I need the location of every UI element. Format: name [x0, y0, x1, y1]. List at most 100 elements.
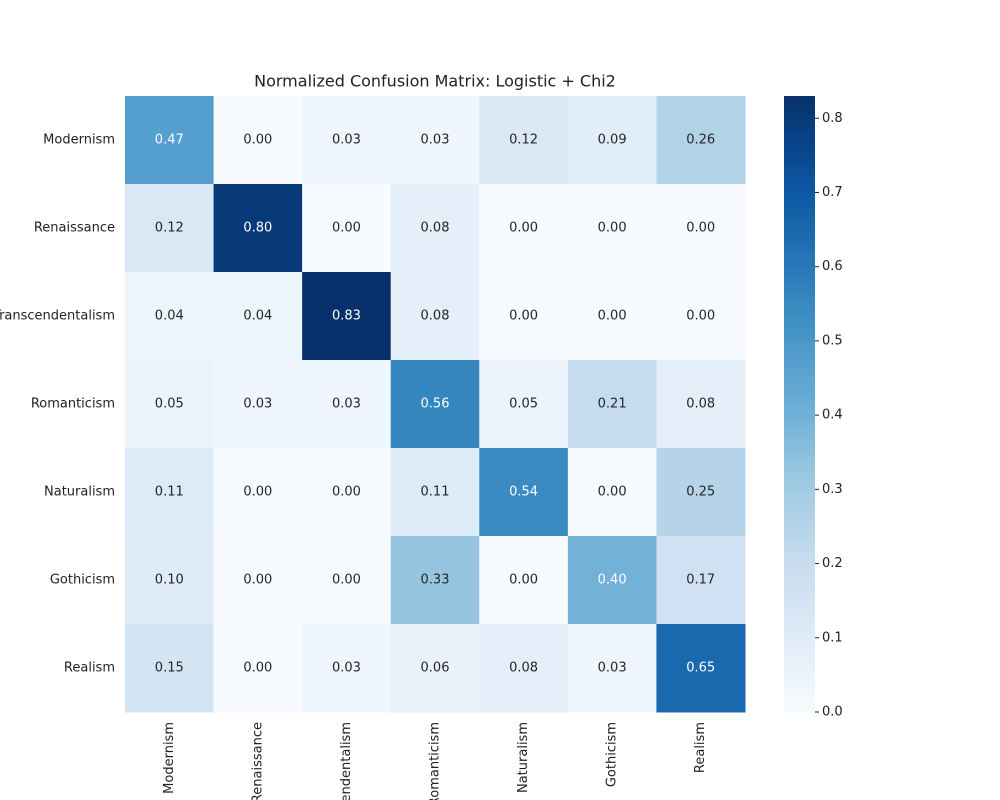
cell-label: 0.06 — [421, 661, 450, 676]
cell — [479, 184, 569, 273]
cell — [479, 624, 569, 713]
cell-label: 0.11 — [421, 485, 450, 500]
cell — [479, 96, 569, 185]
cell-label: 0.08 — [421, 309, 450, 324]
cell — [656, 360, 746, 449]
cell — [213, 360, 303, 449]
cell-label: 0.00 — [332, 573, 361, 588]
cell — [125, 360, 215, 449]
cell — [656, 536, 746, 625]
cell — [302, 184, 392, 273]
cell — [479, 448, 569, 537]
colorbar-tick-label: 0.7 — [822, 185, 843, 200]
colorbar-tick-label: 0.2 — [822, 556, 843, 571]
cell-label: 0.21 — [598, 397, 627, 412]
cell — [567, 624, 657, 713]
cell-label: 0.04 — [243, 309, 272, 324]
cell-label: 0.09 — [598, 133, 627, 148]
cell — [125, 96, 215, 185]
cell — [567, 272, 657, 361]
x-tick-label: Naturalism — [516, 722, 531, 793]
cell — [302, 624, 392, 713]
cell-label: 0.40 — [598, 573, 627, 588]
chart-title: Normalized Confusion Matrix: Logistic + … — [254, 72, 616, 91]
cell — [125, 448, 215, 537]
cell — [390, 536, 480, 625]
cell-label: 0.12 — [509, 133, 538, 148]
colorbar-tick-label: 0.4 — [822, 408, 843, 423]
cell — [390, 272, 480, 361]
cell — [125, 624, 215, 713]
cell-label: 0.00 — [598, 221, 627, 236]
y-tick-label: Modernism — [43, 133, 115, 148]
cell-label: 0.00 — [686, 221, 715, 236]
x-tick-label: Transcendentalism — [339, 722, 354, 800]
x-tick-label: Gothicism — [605, 722, 620, 787]
cell-label: 0.03 — [598, 661, 627, 676]
cell-label: 0.00 — [243, 133, 272, 148]
colorbar — [784, 96, 815, 712]
cell-label: 0.05 — [155, 397, 184, 412]
cell — [302, 96, 392, 185]
cell-label: 0.11 — [155, 485, 184, 500]
cell-label: 0.15 — [155, 661, 184, 676]
cell-label: 0.65 — [686, 661, 715, 676]
cell-label: 0.83 — [332, 309, 361, 324]
cell-label: 0.04 — [155, 309, 184, 324]
cell — [390, 184, 480, 273]
cell — [479, 272, 569, 361]
cell-label: 0.25 — [686, 485, 715, 500]
cell-label: 0.00 — [686, 309, 715, 324]
cell-label: 0.00 — [509, 309, 538, 324]
cell-label: 0.03 — [332, 133, 361, 148]
cell — [656, 184, 746, 273]
cell-label: 0.33 — [421, 573, 450, 588]
cell-label: 0.08 — [686, 397, 715, 412]
cell-label: 0.10 — [155, 573, 184, 588]
cell — [479, 360, 569, 449]
cell-label: 0.00 — [598, 309, 627, 324]
cell — [656, 272, 746, 361]
cell — [567, 184, 657, 273]
cell-label: 0.00 — [509, 221, 538, 236]
cell — [213, 272, 303, 361]
cell — [125, 536, 215, 625]
cell-label: 0.80 — [243, 221, 272, 236]
cell — [656, 96, 746, 185]
cell — [302, 536, 392, 625]
cell — [213, 184, 303, 273]
cell — [213, 624, 303, 713]
y-tick-label: Renaissance — [34, 221, 115, 236]
cell — [125, 184, 215, 273]
x-tick-label: Renaissance — [250, 722, 265, 800]
colorbar-tick-label: 0.0 — [822, 705, 843, 720]
cell-label: 0.00 — [509, 573, 538, 588]
y-tick-label: Gothicism — [50, 573, 115, 588]
cell — [302, 360, 392, 449]
cell-label: 0.54 — [509, 485, 538, 500]
cell-label: 0.00 — [243, 573, 272, 588]
cell — [390, 624, 480, 713]
cell — [390, 360, 480, 449]
cell-label: 0.00 — [332, 221, 361, 236]
cell-label: 0.00 — [243, 661, 272, 676]
cell-label: 0.03 — [421, 133, 450, 148]
cell — [213, 96, 303, 185]
x-tick-label: Modernism — [162, 722, 177, 794]
cell — [479, 536, 569, 625]
cell-label: 0.08 — [509, 661, 538, 676]
cell — [567, 360, 657, 449]
colorbar-tick-label: 0.1 — [822, 630, 843, 645]
cell-label: 0.08 — [421, 221, 450, 236]
cell — [390, 96, 480, 185]
cell — [390, 448, 480, 537]
cell — [213, 536, 303, 625]
cell-label: 0.03 — [243, 397, 272, 412]
x-tick-label: Realism — [693, 722, 708, 773]
cell-label: 0.12 — [155, 221, 184, 236]
colorbar-tick-label: 0.5 — [822, 333, 843, 348]
colorbar-tick-label: 0.3 — [822, 482, 843, 497]
cell — [302, 272, 392, 361]
